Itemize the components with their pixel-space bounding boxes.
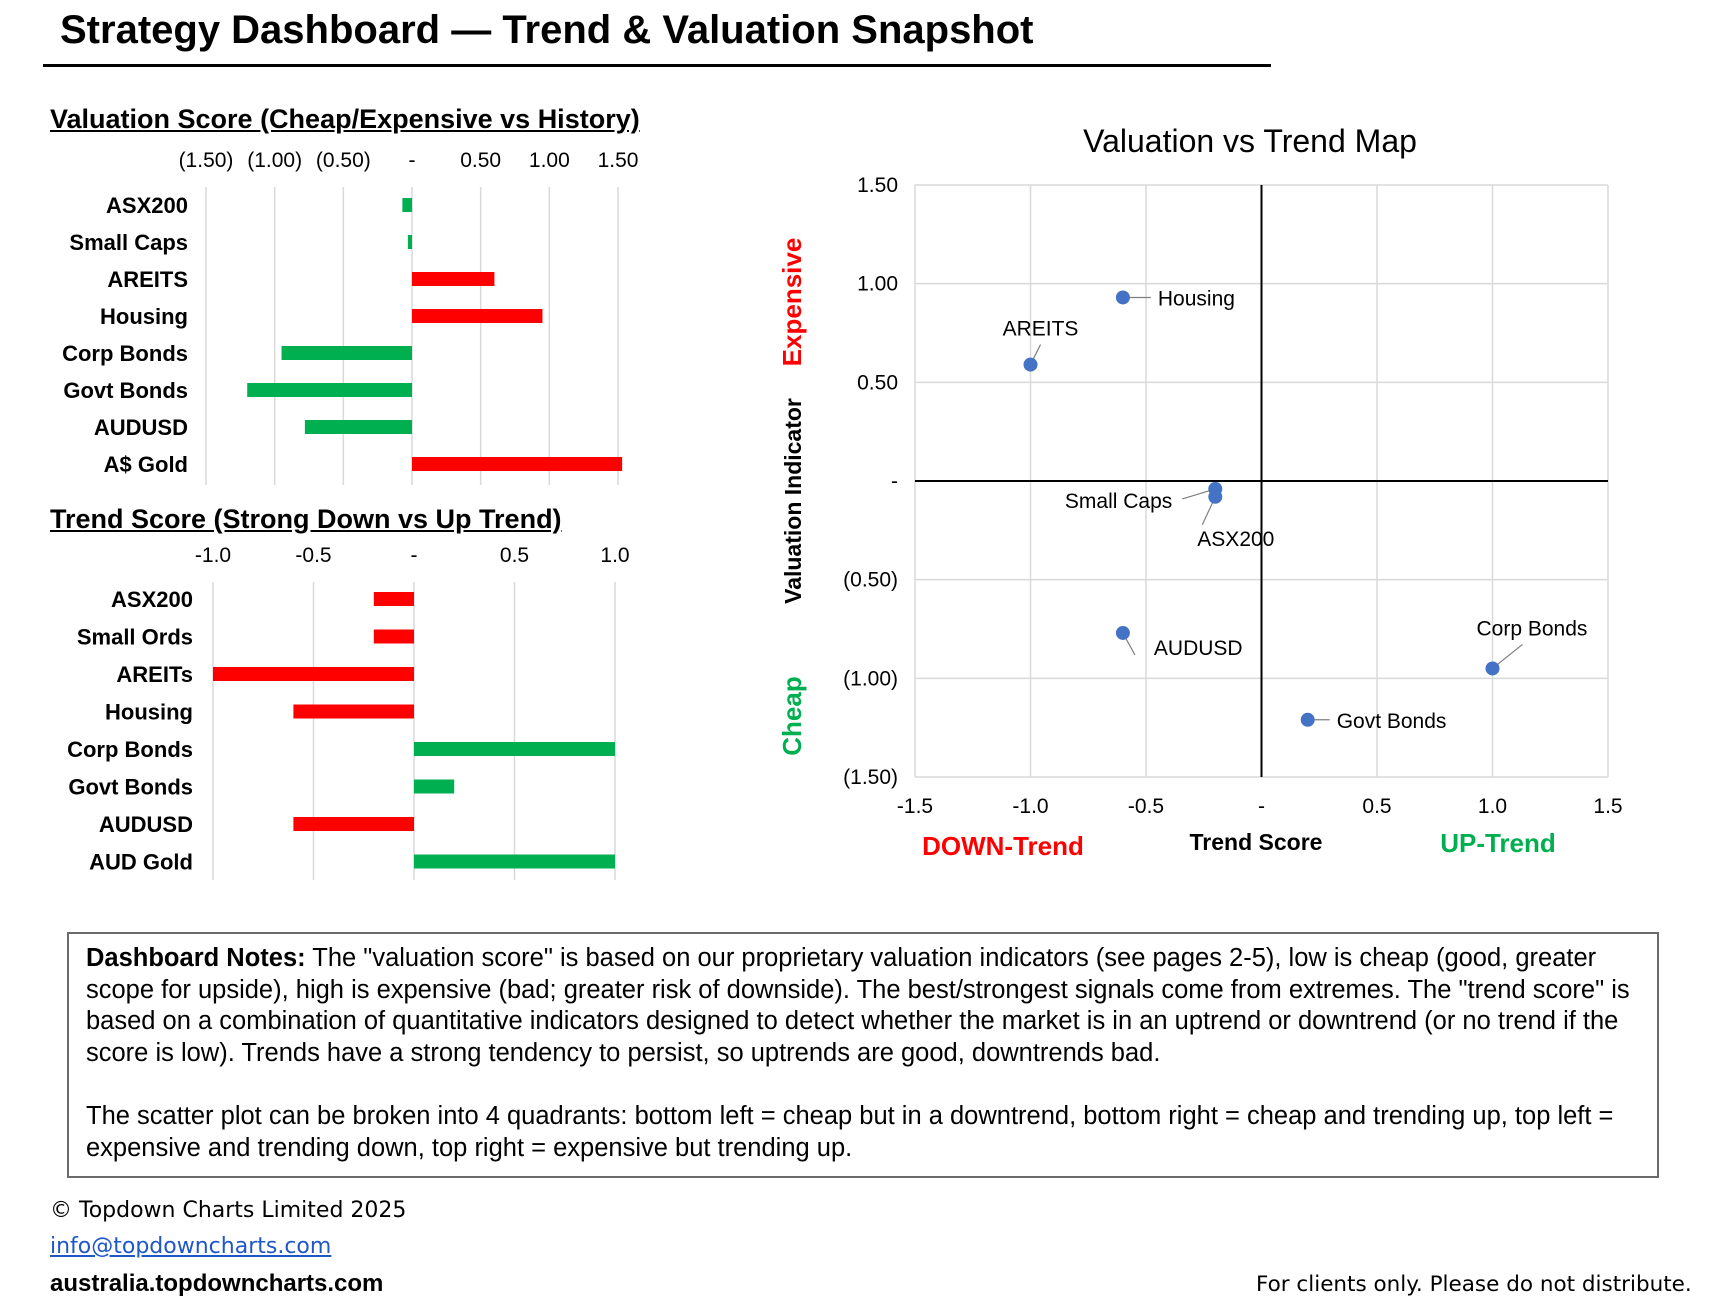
scatter-y-tick-label: (1.00) bbox=[843, 667, 898, 690]
valuation-tick-label: (1.00) bbox=[247, 149, 302, 172]
trend-category-label: Small Ords bbox=[77, 625, 193, 650]
trend-tick-label: 0.5 bbox=[500, 544, 529, 567]
trend-bar-asx200 bbox=[373, 592, 414, 606]
disclaimer: For clients only. Please do not distribu… bbox=[1256, 1272, 1692, 1297]
trend-bar-housing bbox=[293, 704, 414, 719]
scatter-y-tick-label: 1.50 bbox=[857, 174, 898, 197]
valuation-bar-asx200 bbox=[402, 198, 412, 212]
notes-paragraph-1: Dashboard Notes: The "valuation score" i… bbox=[86, 943, 1646, 1069]
down-trend-label: DOWN-Trend bbox=[922, 831, 1084, 861]
notes-body-1: The "valuation score" is based on our pr… bbox=[86, 944, 1630, 1067]
title-divider bbox=[43, 64, 1271, 67]
trend-bar-audusd bbox=[293, 817, 414, 831]
trend-tick-label: -1.0 bbox=[195, 544, 231, 567]
scatter-x-tick-label: -0.5 bbox=[1128, 795, 1164, 818]
expensive-label: Expensive bbox=[777, 238, 807, 367]
valuation-category-label: A$ Gold bbox=[104, 452, 188, 477]
trend-tick-label: - bbox=[411, 544, 418, 567]
scatter-y-tick-label: - bbox=[891, 470, 898, 493]
copyright: © Topdown Charts Limited 2025 bbox=[50, 1198, 407, 1223]
trend-category-label: ASX200 bbox=[111, 587, 193, 612]
valuation-tick-label: 1.50 bbox=[598, 149, 639, 172]
trend-category-label: AREITs bbox=[116, 662, 193, 687]
valuation-category-label: ASX200 bbox=[106, 193, 188, 218]
trend-tick-label: 1.0 bbox=[600, 544, 629, 567]
trend-category-label: AUD Gold bbox=[89, 850, 193, 875]
point-label-housing: Housing bbox=[1158, 287, 1235, 310]
cheap-label: Cheap bbox=[777, 676, 807, 755]
valuation-tick-label: 1.00 bbox=[529, 149, 570, 172]
valuation-bar-govt-bonds bbox=[247, 383, 412, 397]
scatter-y-tick-label: (0.50) bbox=[843, 569, 898, 592]
notes-paragraph-2: The scatter plot can be broken into 4 qu… bbox=[86, 1102, 1614, 1162]
trend-category-label: Govt Bonds bbox=[68, 775, 193, 800]
valuation-bar-audusd bbox=[304, 420, 412, 434]
trend-bar-aud-gold bbox=[414, 854, 615, 869]
scatter-x-tick-label: -1.5 bbox=[897, 795, 933, 818]
valuation-category-label: Small Caps bbox=[69, 230, 188, 255]
valuation-bar-small-caps bbox=[407, 235, 412, 249]
point-asx200 bbox=[1208, 489, 1223, 504]
page-title: Strategy Dashboard — Trend & Valuation S… bbox=[60, 8, 1034, 52]
valuation-category-label: Govt Bonds bbox=[63, 378, 188, 403]
point-label-small-caps: Small Caps bbox=[1065, 490, 1172, 513]
valuation-category-label: AREITS bbox=[107, 267, 188, 292]
website-url: australia.topdowncharts.com bbox=[50, 1270, 384, 1297]
scatter-x-axis-title: Trend Score bbox=[1190, 829, 1323, 855]
valuation-category-label: AUDUSD bbox=[94, 415, 188, 440]
trend-bar-corp-bonds bbox=[414, 742, 615, 756]
trend-category-label: AUDUSD bbox=[99, 812, 193, 837]
point-housing bbox=[1115, 290, 1130, 305]
valuation-chart-title: Valuation Score (Cheap/Expensive vs Hist… bbox=[50, 104, 640, 134]
valuation-tick-label: - bbox=[409, 149, 416, 172]
point-areits bbox=[1023, 357, 1038, 372]
scatter-title: Valuation vs Trend Map bbox=[1083, 123, 1417, 159]
valuation-tick-label: (0.50) bbox=[316, 149, 371, 172]
trend-chart-title: Trend Score (Strong Down vs Up Trend) bbox=[50, 504, 562, 534]
trend-bar-areits bbox=[213, 667, 414, 681]
trend-tick-label: -0.5 bbox=[295, 544, 331, 567]
scatter-y-tick-label: 0.50 bbox=[857, 371, 898, 394]
scatter-y-tick-label: 1.00 bbox=[857, 273, 898, 296]
trend-bar-small-ords bbox=[373, 629, 414, 644]
valuation-bar-housing bbox=[412, 309, 543, 323]
notes-box bbox=[67, 932, 1659, 1178]
valuation-bar-areits bbox=[412, 272, 495, 286]
valuation-bar-corp-bonds bbox=[281, 346, 412, 360]
valuation-trend-scatter: Valuation vs Trend Map-1.5 -1.0 -0.5-0.5 1.… bbox=[777, 123, 1623, 861]
scatter-x-tick-label: 1.0 bbox=[1478, 795, 1507, 818]
scatter-x-tick-label: - bbox=[1258, 795, 1265, 818]
email-link[interactable]: info@topdowncharts.com bbox=[50, 1234, 332, 1259]
valuation-category-label: Housing bbox=[100, 304, 188, 329]
trend-category-label: Corp Bonds bbox=[67, 737, 193, 762]
notes-text: Dashboard Notes: The "valuation score" i… bbox=[86, 943, 1646, 1164]
trend-category-label: Housing bbox=[105, 700, 193, 725]
scatter-x-tick-label: 1.5 bbox=[1593, 795, 1622, 818]
point-label-audusd: AUDUSD bbox=[1154, 637, 1243, 660]
point-label-govt-bonds: Govt Bonds bbox=[1337, 710, 1447, 733]
point-corp-bonds bbox=[1485, 661, 1500, 676]
valuation-tick-label: (1.50) bbox=[179, 149, 234, 172]
valuation-bar-chart: (1.50) (1.00) (0.50) - 0.50 1.00 1.50 ASX200 Sma… bbox=[62, 149, 639, 485]
point-label-areits: AREITS bbox=[1003, 318, 1079, 341]
point-label-asx200: ASX200 bbox=[1197, 528, 1274, 551]
notes-heading: Dashboard Notes: bbox=[86, 944, 306, 972]
scatter-y-axis-title: Valuation Indicator bbox=[780, 398, 806, 604]
scatter-x-tick-label: -1.0 bbox=[1012, 795, 1048, 818]
valuation-tick-label: 0.50 bbox=[460, 149, 501, 172]
valuation-bar-a-gold bbox=[412, 457, 623, 471]
scatter-x-tick-label: 0.5 bbox=[1362, 795, 1391, 818]
scatter-y-tick-label: (1.50) bbox=[843, 766, 898, 789]
point-govt-bonds bbox=[1300, 712, 1315, 727]
up-trend-label: UP-Trend bbox=[1440, 828, 1556, 858]
point-audusd bbox=[1115, 625, 1130, 640]
point-label-corp-bonds: Corp Bonds bbox=[1477, 617, 1588, 640]
valuation-category-label: Corp Bonds bbox=[62, 341, 188, 366]
trend-bar-govt-bonds bbox=[414, 779, 455, 794]
